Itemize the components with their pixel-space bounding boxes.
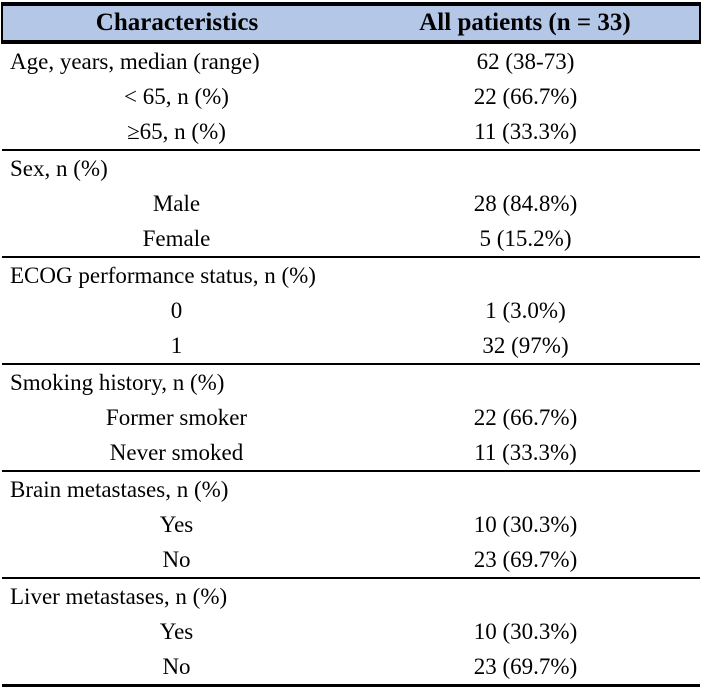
value-cell: 23 (69.7%) — [351, 649, 700, 687]
characteristic-cell: 0 — [170, 297, 183, 323]
characteristic-cell: Former smoker — [105, 404, 248, 430]
characteristic-cell: ≥65, n (%) — [127, 118, 226, 144]
characteristic-cell: Yes — [159, 511, 194, 537]
characteristic-cell: Liver metastases, n (%) — [2, 577, 351, 614]
characteristic-cell: Smoking history, n (%) — [2, 363, 351, 400]
table-row: Age, years, median (range) 62 (38-73) — [2, 42, 700, 79]
value-cell: 28 (84.8%) — [473, 190, 578, 216]
characteristics-column-header: Characteristics — [1, 2, 351, 44]
characteristic-cell: No — [2, 649, 351, 687]
value-cell — [351, 363, 700, 400]
value-cell: 32 (97%) — [482, 332, 569, 358]
characteristic-cell: Sex, n (%) — [2, 149, 351, 186]
value-cell: 22 (66.7%) — [473, 83, 578, 109]
value-cell: 10 (30.3%) — [473, 618, 578, 644]
value-cell: 1 (3.0%) — [485, 297, 566, 323]
characteristics-table: Characteristics All patients (n = 33) Ag… — [1, 2, 701, 687]
table-row: ≥65, n (%) 11 (33.3%) — [2, 114, 700, 150]
table-row: < 65, n (%) 22 (66.7%) — [2, 79, 700, 114]
table-row: Male 28 (84.8%) — [2, 186, 700, 221]
table-row: Former smoker 22 (66.7%) — [2, 400, 700, 435]
characteristic-cell: Age, years, median (range) — [10, 48, 260, 74]
table-row: No 23 (69.7%) — [2, 542, 700, 578]
value-cell: 11 (33.3%) — [474, 118, 577, 144]
table-row: 1 32 (97%) — [2, 328, 700, 364]
table-row: Never smoked 11 (33.3%) — [2, 435, 700, 471]
value-cell — [351, 470, 700, 507]
table-row: Yes 10 (30.3%) — [2, 507, 700, 542]
value-cell: 11 (33.3%) — [474, 439, 577, 465]
table-row: Liver metastases, n (%) — [2, 577, 700, 614]
table-row: ECOG performance status, n (%) — [2, 256, 700, 293]
all-patients-column-header: All patients (n = 33) — [351, 2, 701, 44]
value-cell — [351, 256, 700, 293]
table-row: No 23 (69.7%) — [2, 649, 700, 687]
table-row: Sex, n (%) — [2, 149, 700, 186]
characteristic-cell: Brain metastases, n (%) — [2, 470, 351, 507]
characteristic-cell: Female — [142, 225, 211, 251]
table-row: Brain metastases, n (%) — [2, 470, 700, 507]
characteristic-cell: ECOG performance status, n (%) — [2, 256, 351, 293]
value-cell: 22 (66.7%) — [473, 404, 578, 430]
patient-characteristics-table-container: Characteristics All patients (n = 33) Ag… — [1, 2, 704, 687]
characteristic-cell: Male — [152, 190, 201, 216]
table-row: Female 5 (15.2%) — [2, 221, 700, 257]
table-row: Smoking history, n (%) — [2, 363, 700, 400]
table-row: Yes 10 (30.3%) — [2, 614, 700, 649]
value-cell: 23 (69.7%) — [473, 546, 578, 572]
value-cell: 10 (30.3%) — [473, 511, 578, 537]
characteristic-cell: No — [162, 546, 191, 572]
value-cell — [351, 577, 700, 614]
table-row: 0 1 (3.0%) — [2, 293, 700, 328]
value-cell — [351, 149, 700, 186]
value-cell: 5 (15.2%) — [479, 225, 572, 251]
table-header-row: Characteristics All patients (n = 33) — [1, 2, 701, 44]
value-cell: 62 (38-73) — [476, 48, 575, 74]
characteristic-cell: < 65, n (%) — [124, 83, 229, 109]
characteristic-cell: Never smoked — [109, 439, 244, 465]
characteristic-cell: Yes — [159, 618, 194, 644]
characteristic-cell: 1 — [170, 332, 183, 358]
